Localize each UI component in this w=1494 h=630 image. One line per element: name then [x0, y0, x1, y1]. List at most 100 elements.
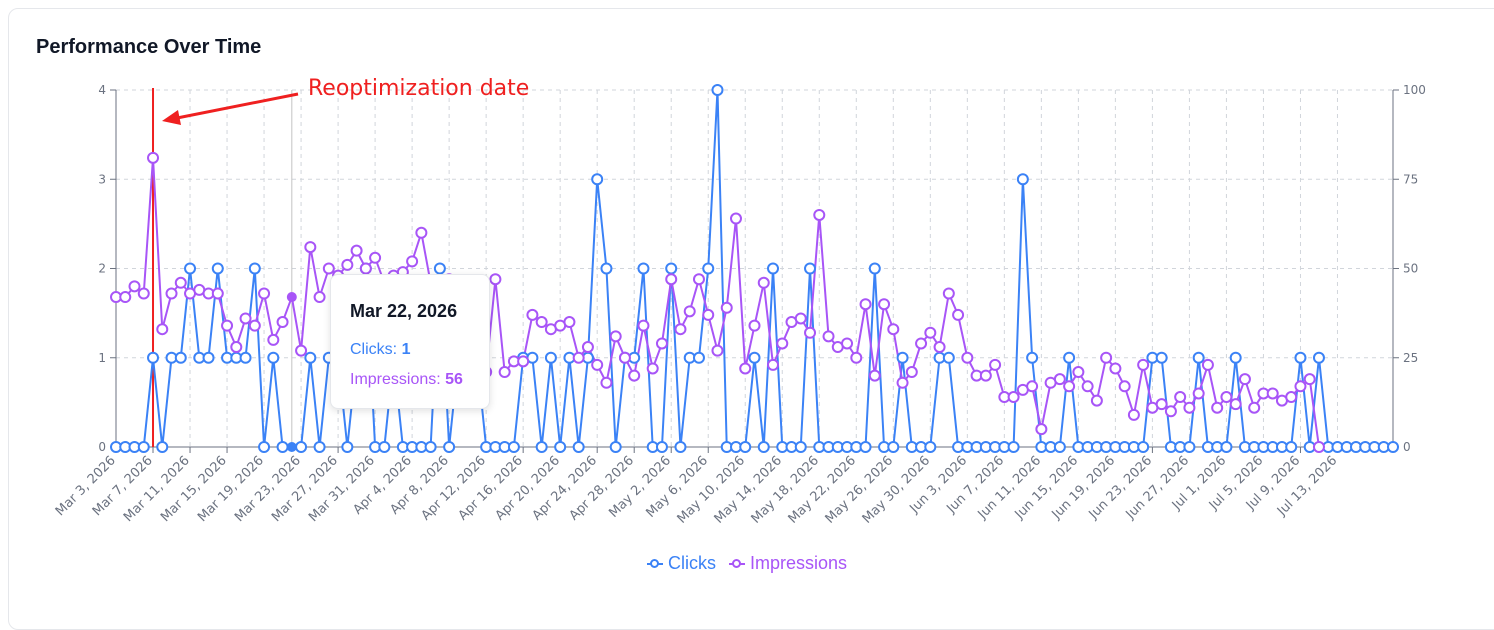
data-point-clicks — [674, 441, 687, 453]
data-point-clicks — [655, 441, 668, 453]
data-point-clicks — [1155, 351, 1168, 364]
data-point-clicks — [1294, 351, 1307, 364]
data-point-impressions — [600, 376, 613, 389]
data-point-impressions — [841, 337, 854, 350]
data-point-impressions — [211, 287, 224, 300]
data-point-impressions — [1312, 441, 1325, 453]
data-point-clicks — [1192, 351, 1205, 364]
data-point-clicks — [665, 262, 678, 275]
data-point-clicks — [804, 262, 817, 275]
data-point-impressions — [147, 151, 160, 164]
data-point-impressions — [878, 298, 891, 311]
data-point-impressions — [1220, 391, 1233, 404]
data-point-impressions — [1174, 391, 1187, 404]
data-point-impressions — [591, 358, 604, 371]
data-point-clicks — [600, 262, 613, 275]
y-left-tick-label: 0 — [98, 440, 106, 454]
x-tick-label: Apr 28, 2026 — [567, 453, 637, 523]
legend-item-clicks[interactable]: Clicks — [646, 553, 716, 574]
data-point-impressions — [165, 287, 178, 300]
data-point-impressions — [1211, 401, 1224, 414]
data-point-clicks — [147, 351, 160, 364]
data-point-impressions — [813, 208, 826, 221]
data-point-impressions — [359, 262, 372, 275]
data-point-impressions — [933, 341, 946, 354]
data-point-impressions — [156, 323, 169, 336]
data-point-impressions — [887, 323, 900, 336]
data-point-clicks — [554, 441, 567, 453]
data-point-clicks — [859, 441, 872, 453]
data-point-impressions — [804, 326, 817, 339]
data-point-impressions — [665, 273, 678, 286]
data-point-clicks — [591, 173, 604, 186]
legend-item-impressions[interactable]: Impressions — [728, 552, 848, 574]
data-point-clicks — [942, 351, 955, 364]
data-point-impressions — [406, 255, 419, 268]
data-point-impressions — [1007, 391, 1020, 404]
data-point-impressions — [1192, 387, 1205, 400]
data-point-clicks — [341, 441, 354, 453]
data-point-impressions — [1164, 405, 1177, 418]
x-tick-label: Apr 16, 2026 — [456, 453, 526, 523]
data-point-impressions — [1285, 391, 1298, 404]
data-point-clicks — [507, 441, 520, 453]
data-point-impressions — [729, 212, 742, 225]
data-point-clicks — [748, 351, 761, 364]
data-point-impressions — [757, 276, 770, 289]
data-point-clicks — [202, 351, 215, 364]
data-point-impressions — [1035, 423, 1048, 436]
tooltip-clicks-value: 1 — [401, 341, 411, 358]
data-point-impressions — [1201, 358, 1214, 371]
data-point-impressions — [258, 287, 271, 300]
data-point-impressions — [1026, 380, 1039, 393]
data-point-clicks — [794, 441, 807, 453]
data-point-impressions — [119, 291, 132, 304]
data-point-impressions — [637, 319, 650, 332]
data-point-clicks — [1285, 441, 1298, 453]
annotation-layer: Reoptimization date — [152, 76, 529, 447]
data-point-impressions — [276, 316, 289, 329]
data-point-clicks — [1137, 441, 1150, 453]
tooltip-clicks-label: Clicks: — [350, 341, 398, 358]
x-tick-label: Apr 12, 2026 — [419, 453, 489, 523]
annotation-arrow-line — [171, 92, 299, 121]
data-point-clicks — [433, 262, 446, 275]
data-point-impressions — [748, 319, 761, 332]
data-point-clicks — [295, 441, 308, 453]
data-point-clicks — [248, 262, 261, 275]
data-point-clicks — [1312, 351, 1325, 364]
data-point-impressions — [286, 292, 297, 303]
data-point-impressions — [850, 351, 863, 364]
data-point-impressions — [655, 337, 668, 350]
data-point-clicks — [1053, 441, 1066, 453]
data-point-clicks — [267, 351, 280, 364]
data-point-impressions — [137, 287, 150, 300]
data-point-clicks — [1063, 351, 1076, 364]
data-point-impressions — [822, 330, 835, 343]
x-tick-label: Apr 20, 2026 — [493, 453, 563, 523]
legend-clicks-swatch-icon — [646, 558, 663, 568]
data-point-impressions — [979, 369, 992, 382]
legend-impressions-label: Impressions — [749, 552, 848, 573]
data-point-clicks — [1016, 173, 1029, 186]
data-point-impressions — [1090, 394, 1103, 407]
tooltip-impressions-value: 56 — [445, 371, 463, 388]
data-point-impressions — [739, 362, 752, 375]
data-point-impressions — [961, 351, 974, 364]
data-point-clicks — [1229, 351, 1242, 364]
data-point-clicks — [887, 441, 900, 453]
data-point-impressions — [498, 366, 511, 379]
tooltip-impressions-label: Impressions: — [350, 371, 441, 388]
y-right-tick-label: 75 — [1403, 172, 1418, 186]
data-point-clicks — [692, 351, 705, 364]
data-point-impressions — [646, 362, 659, 375]
data-point-clicks — [304, 351, 317, 364]
data-point-impressions — [711, 344, 724, 357]
data-point-clicks — [572, 441, 585, 453]
data-point-impressions — [1127, 408, 1140, 421]
data-point-clicks — [156, 441, 169, 453]
data-point-clicks — [258, 441, 271, 453]
data-point-impressions — [609, 330, 622, 343]
